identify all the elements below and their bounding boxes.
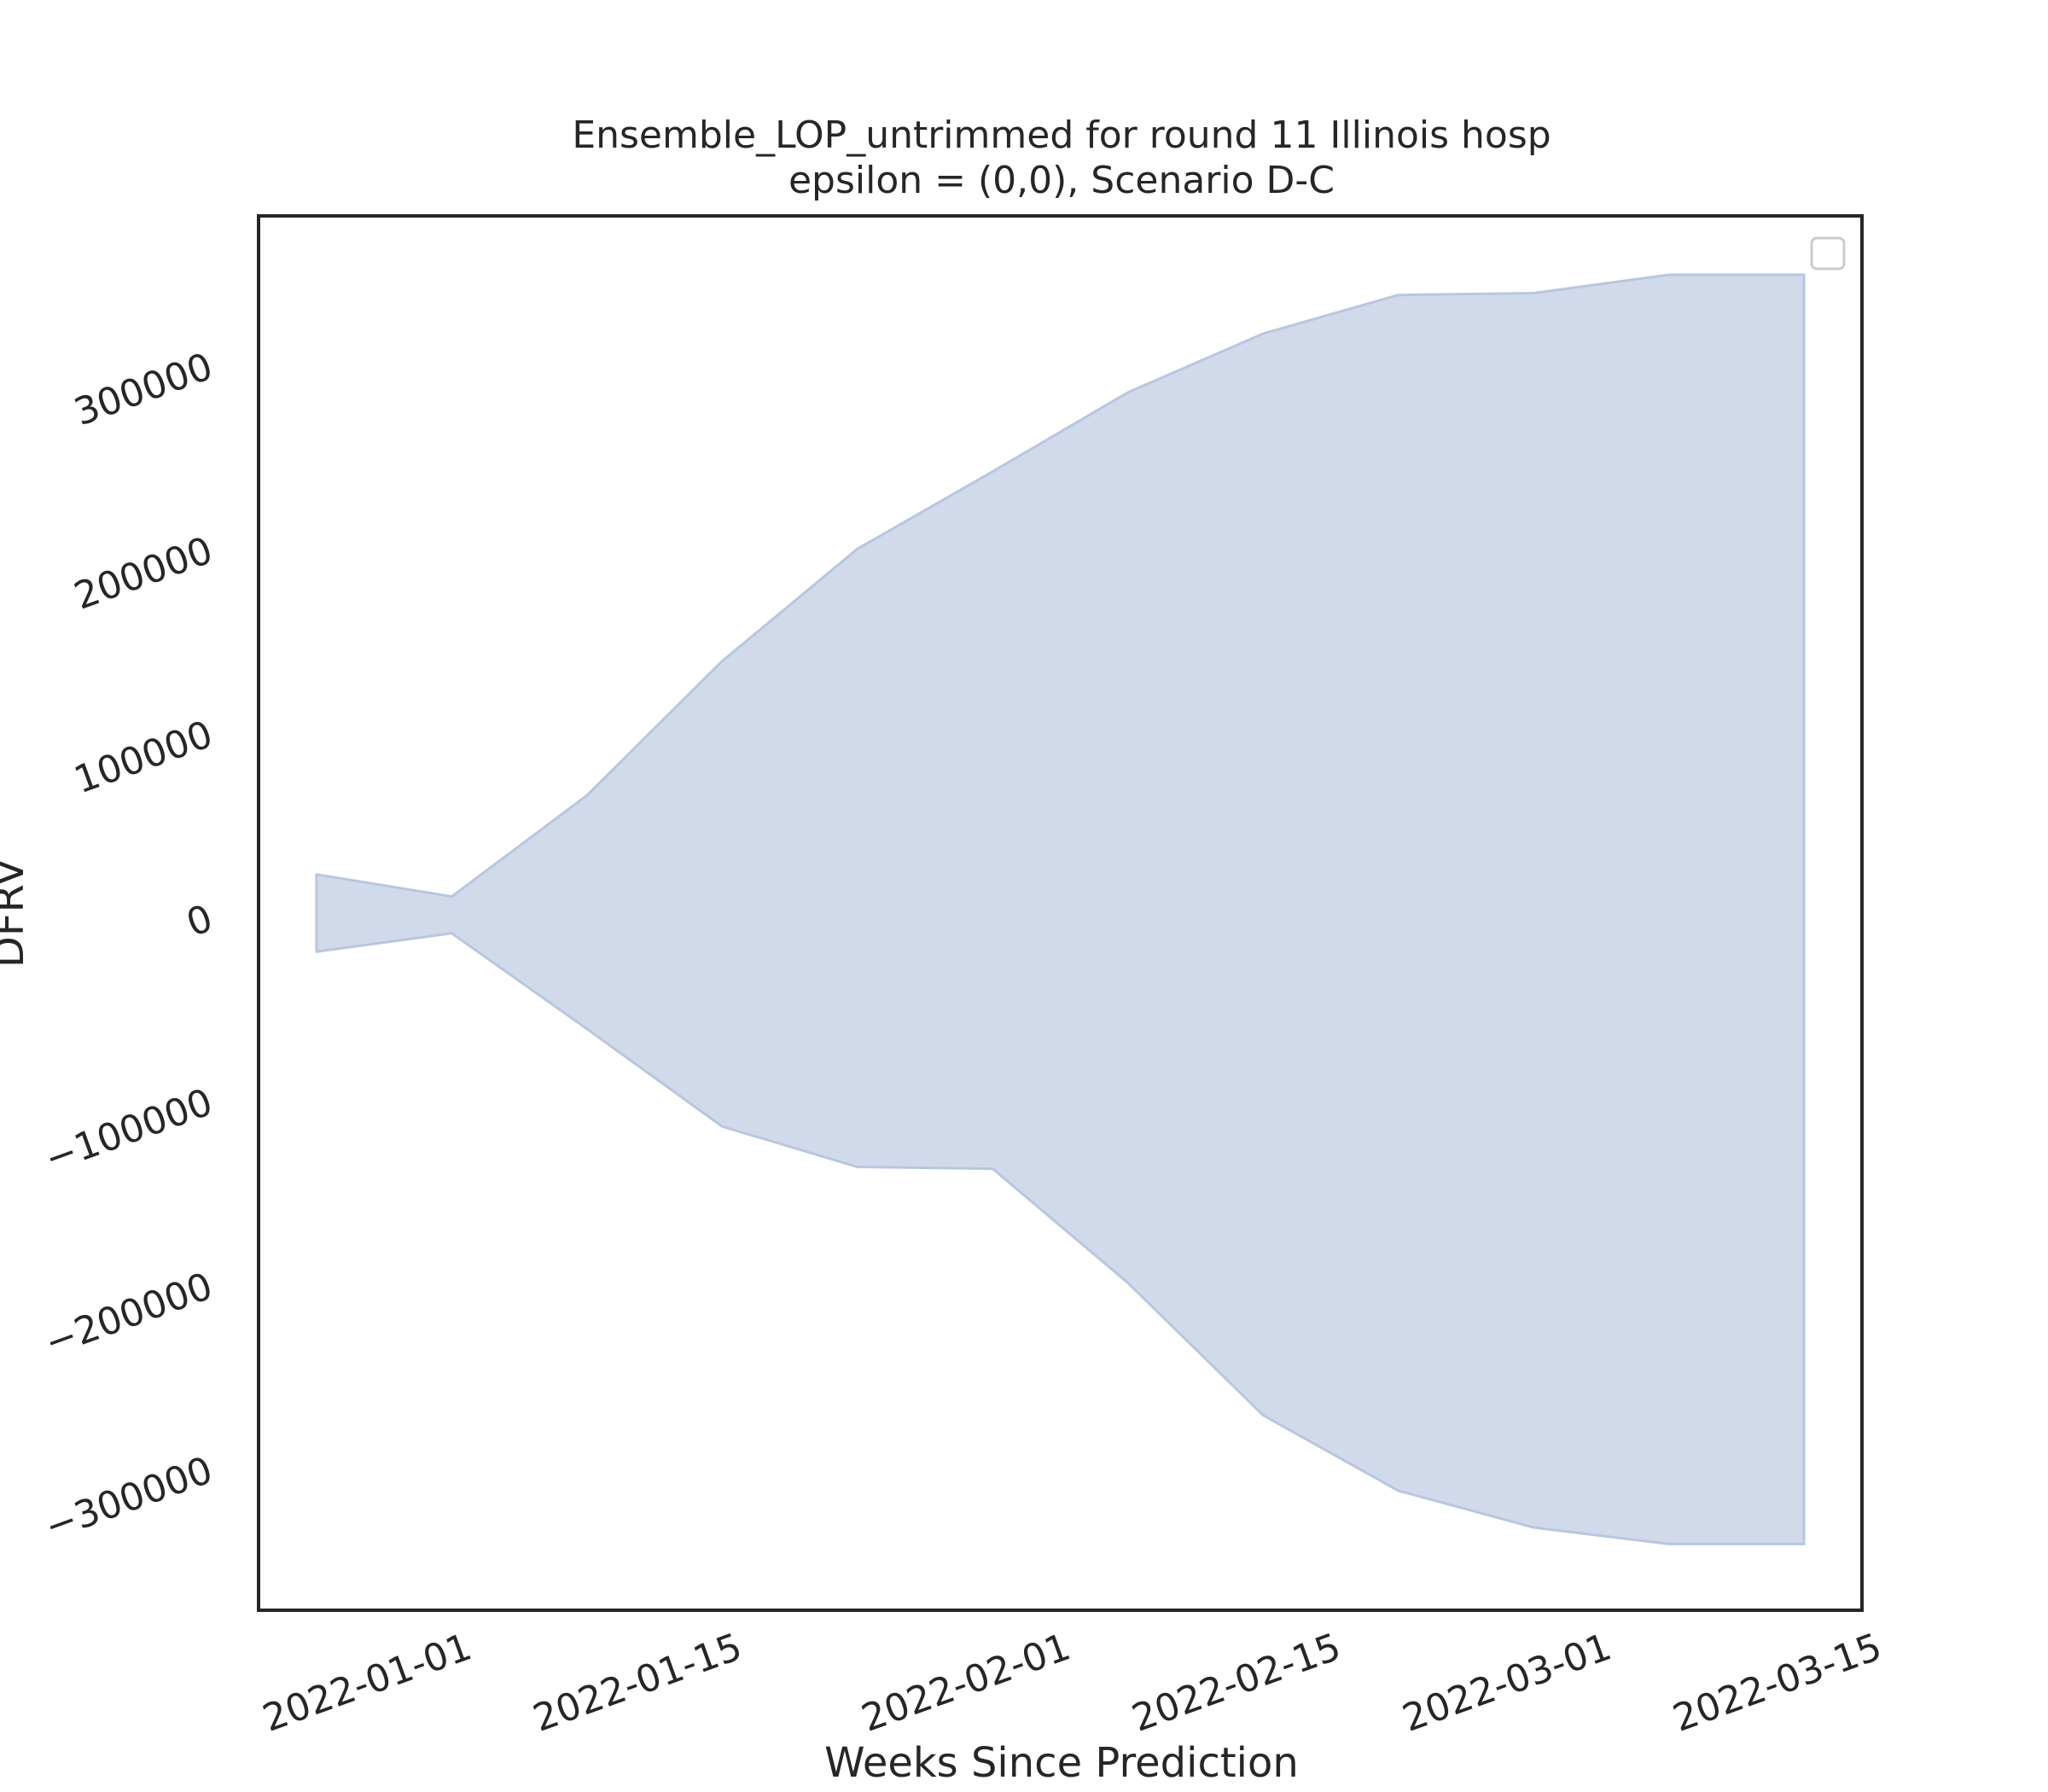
y-axis-label: DFRV bbox=[0, 858, 33, 968]
x-tick-label: 2022-03-01 bbox=[1397, 1625, 1617, 1740]
x-tick-label: 2022-02-15 bbox=[1126, 1625, 1347, 1740]
y-tick-label: 100000 bbox=[68, 713, 218, 802]
chart-subtitle: epsilon = (0,0), Scenario D-C bbox=[788, 159, 1335, 202]
y-tick-label: −100000 bbox=[39, 1080, 218, 1181]
y-tick-label: 300000 bbox=[68, 345, 218, 434]
x-tick-label: 2022-02-01 bbox=[856, 1625, 1076, 1740]
y-tick-label: −300000 bbox=[39, 1448, 218, 1549]
x-axis-label: Weeks Since Prediction bbox=[824, 1739, 1299, 1787]
legend-box bbox=[1810, 236, 1846, 271]
y-axis-ticks: −300000 −200000 −100000 0 100000 200000 300000 bbox=[39, 345, 218, 1549]
y-tick-label: 200000 bbox=[68, 528, 218, 618]
plot-frame bbox=[257, 214, 1864, 1612]
x-axis-ticks: 2022-01-01 2022-01-15 2022-02-01 2022-02-15… bbox=[257, 1625, 1887, 1740]
x-tick-label: 2022-01-15 bbox=[527, 1625, 748, 1740]
area-layer bbox=[315, 273, 1806, 1545]
y-tick-label: 0 bbox=[181, 897, 218, 946]
x-tick-label: 2022-01-01 bbox=[257, 1625, 477, 1740]
x-tick-label: 2022-03-15 bbox=[1667, 1625, 1888, 1740]
chart-title: Ensemble_LOP_untrimmed for round 11 Illi… bbox=[572, 113, 1551, 157]
area-band-0 bbox=[315, 273, 1806, 1545]
y-tick-label: −200000 bbox=[39, 1265, 218, 1365]
